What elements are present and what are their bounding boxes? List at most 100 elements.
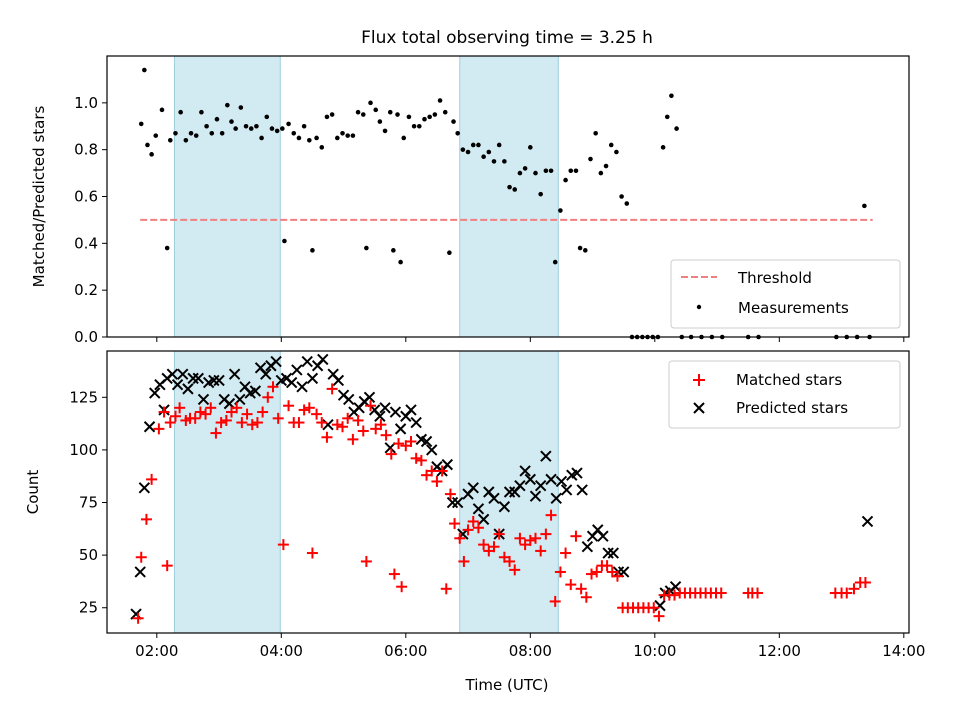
matched-star-marker xyxy=(426,465,438,477)
matched-star-marker xyxy=(648,602,660,614)
predicted-star-marker xyxy=(602,547,614,559)
matched-star-marker xyxy=(153,423,165,435)
matched-star-marker xyxy=(580,591,592,603)
predicted-star-marker xyxy=(374,410,386,422)
predicted-star-marker xyxy=(228,368,241,380)
measurement-point xyxy=(269,126,275,131)
legend-measurements-label: Measurements xyxy=(738,299,849,317)
measurement-point xyxy=(502,159,507,164)
predicted-star-marker xyxy=(503,486,516,498)
matched-star-marker xyxy=(440,583,452,595)
matched-star-marker xyxy=(436,465,448,477)
bottom-axes-frame xyxy=(106,350,910,634)
top-shaded-intervals xyxy=(173,55,559,338)
bottom-x-ticks: 02:00 04:00 06:00 08:00 10:00 12:00 14:00 xyxy=(135,633,925,660)
predicted-star-marker xyxy=(134,566,146,578)
measurement-points xyxy=(138,67,872,340)
top-y-axis-label: Matched/Predicted stars xyxy=(30,106,48,288)
measurement-point xyxy=(173,130,178,136)
bottom-y-ticks: 25 50 75 100 125 xyxy=(69,388,107,617)
matched-star-marker xyxy=(431,475,443,487)
measurement-point xyxy=(360,112,366,117)
measurement-point xyxy=(310,248,315,253)
matched-star-marker xyxy=(388,568,400,580)
bottom-y-tick-label: 75 xyxy=(79,494,98,512)
measurement-point xyxy=(225,102,230,108)
predicted-star-marker xyxy=(597,530,609,542)
measurement-point xyxy=(355,109,361,115)
predicted-star-marker xyxy=(260,368,272,380)
measurement-point xyxy=(159,107,165,113)
measurement-point xyxy=(233,126,238,131)
measurement-point xyxy=(624,201,630,206)
matched-star-marker xyxy=(337,421,349,433)
legend-predicted-swatch xyxy=(693,402,705,414)
predicted-star-marker xyxy=(177,368,189,380)
measurement-point xyxy=(517,170,523,176)
matched-star-marker xyxy=(303,402,315,414)
measurement-point xyxy=(476,142,481,148)
measurement-point xyxy=(573,168,579,174)
matched-star-marker xyxy=(365,400,377,412)
predicted-star-marker xyxy=(317,353,329,366)
matched-star-marker xyxy=(246,419,258,431)
measurement-point xyxy=(486,149,492,155)
x-tick-label: 06:00 xyxy=(384,642,427,660)
measurement-point xyxy=(329,112,335,117)
top-y-ticks: 0.0 0.2 0.4 0.6 0.8 1.0 xyxy=(74,94,107,346)
predicted-star-marker xyxy=(291,364,303,376)
measurement-point xyxy=(538,191,543,197)
legend-matched-swatch xyxy=(693,374,705,386)
matched-star-marker xyxy=(189,412,201,424)
measurement-point xyxy=(204,123,209,129)
matched-star-marker xyxy=(565,579,577,591)
matched-star-marker xyxy=(311,408,323,420)
matched-star-marker xyxy=(454,532,466,544)
measurement-point xyxy=(548,168,554,174)
predicted-star-marker xyxy=(451,496,464,509)
measurement-point xyxy=(528,145,533,150)
measurement-point xyxy=(314,135,319,141)
matched-star-marker xyxy=(859,576,871,588)
matched-star-marker xyxy=(462,524,474,536)
predicted-star-marker xyxy=(488,492,500,505)
matched-star-marker xyxy=(405,435,417,447)
matched-star-marker xyxy=(393,438,405,450)
predicted-star-marker xyxy=(301,355,313,368)
measurement-point xyxy=(512,187,518,192)
predicted-star-marker xyxy=(426,444,438,456)
matched-star-marker xyxy=(586,568,598,580)
measurement-point xyxy=(274,128,280,134)
measurement-point xyxy=(496,142,502,148)
measurement-point xyxy=(432,112,438,117)
measurement-point xyxy=(442,109,448,115)
shaded-interval xyxy=(173,350,281,634)
measurement-point xyxy=(674,126,679,131)
predicted-star-marker xyxy=(514,479,526,492)
x-tick-label: 02:00 xyxy=(135,642,178,660)
measurement-point xyxy=(608,142,614,148)
matched-star-marker xyxy=(205,402,217,414)
predicted-star-marker xyxy=(524,473,537,486)
matched-star-marker xyxy=(601,560,613,572)
matched-star-marker xyxy=(540,528,552,540)
measurement-point xyxy=(382,128,388,134)
measurement-point xyxy=(598,170,604,176)
measurement-point xyxy=(188,130,194,136)
predicted-star-marker xyxy=(405,404,417,416)
matched-star-marker xyxy=(158,406,170,418)
measurement-point xyxy=(149,152,154,157)
predicted-star-marker xyxy=(249,385,262,397)
matched-star-marker xyxy=(653,610,665,622)
measurement-point xyxy=(558,208,563,213)
measurement-point xyxy=(324,114,330,120)
measurement-point xyxy=(167,138,173,143)
matched-star-marker xyxy=(220,414,232,426)
matched-star-marker xyxy=(715,587,727,599)
predicted-star-marker xyxy=(182,383,194,395)
matched-star-marker xyxy=(360,555,372,567)
predicted-star-marker xyxy=(571,467,583,479)
measurement-point xyxy=(522,166,528,171)
matched-star-marker xyxy=(352,414,364,426)
matched-star-marker xyxy=(357,425,369,437)
